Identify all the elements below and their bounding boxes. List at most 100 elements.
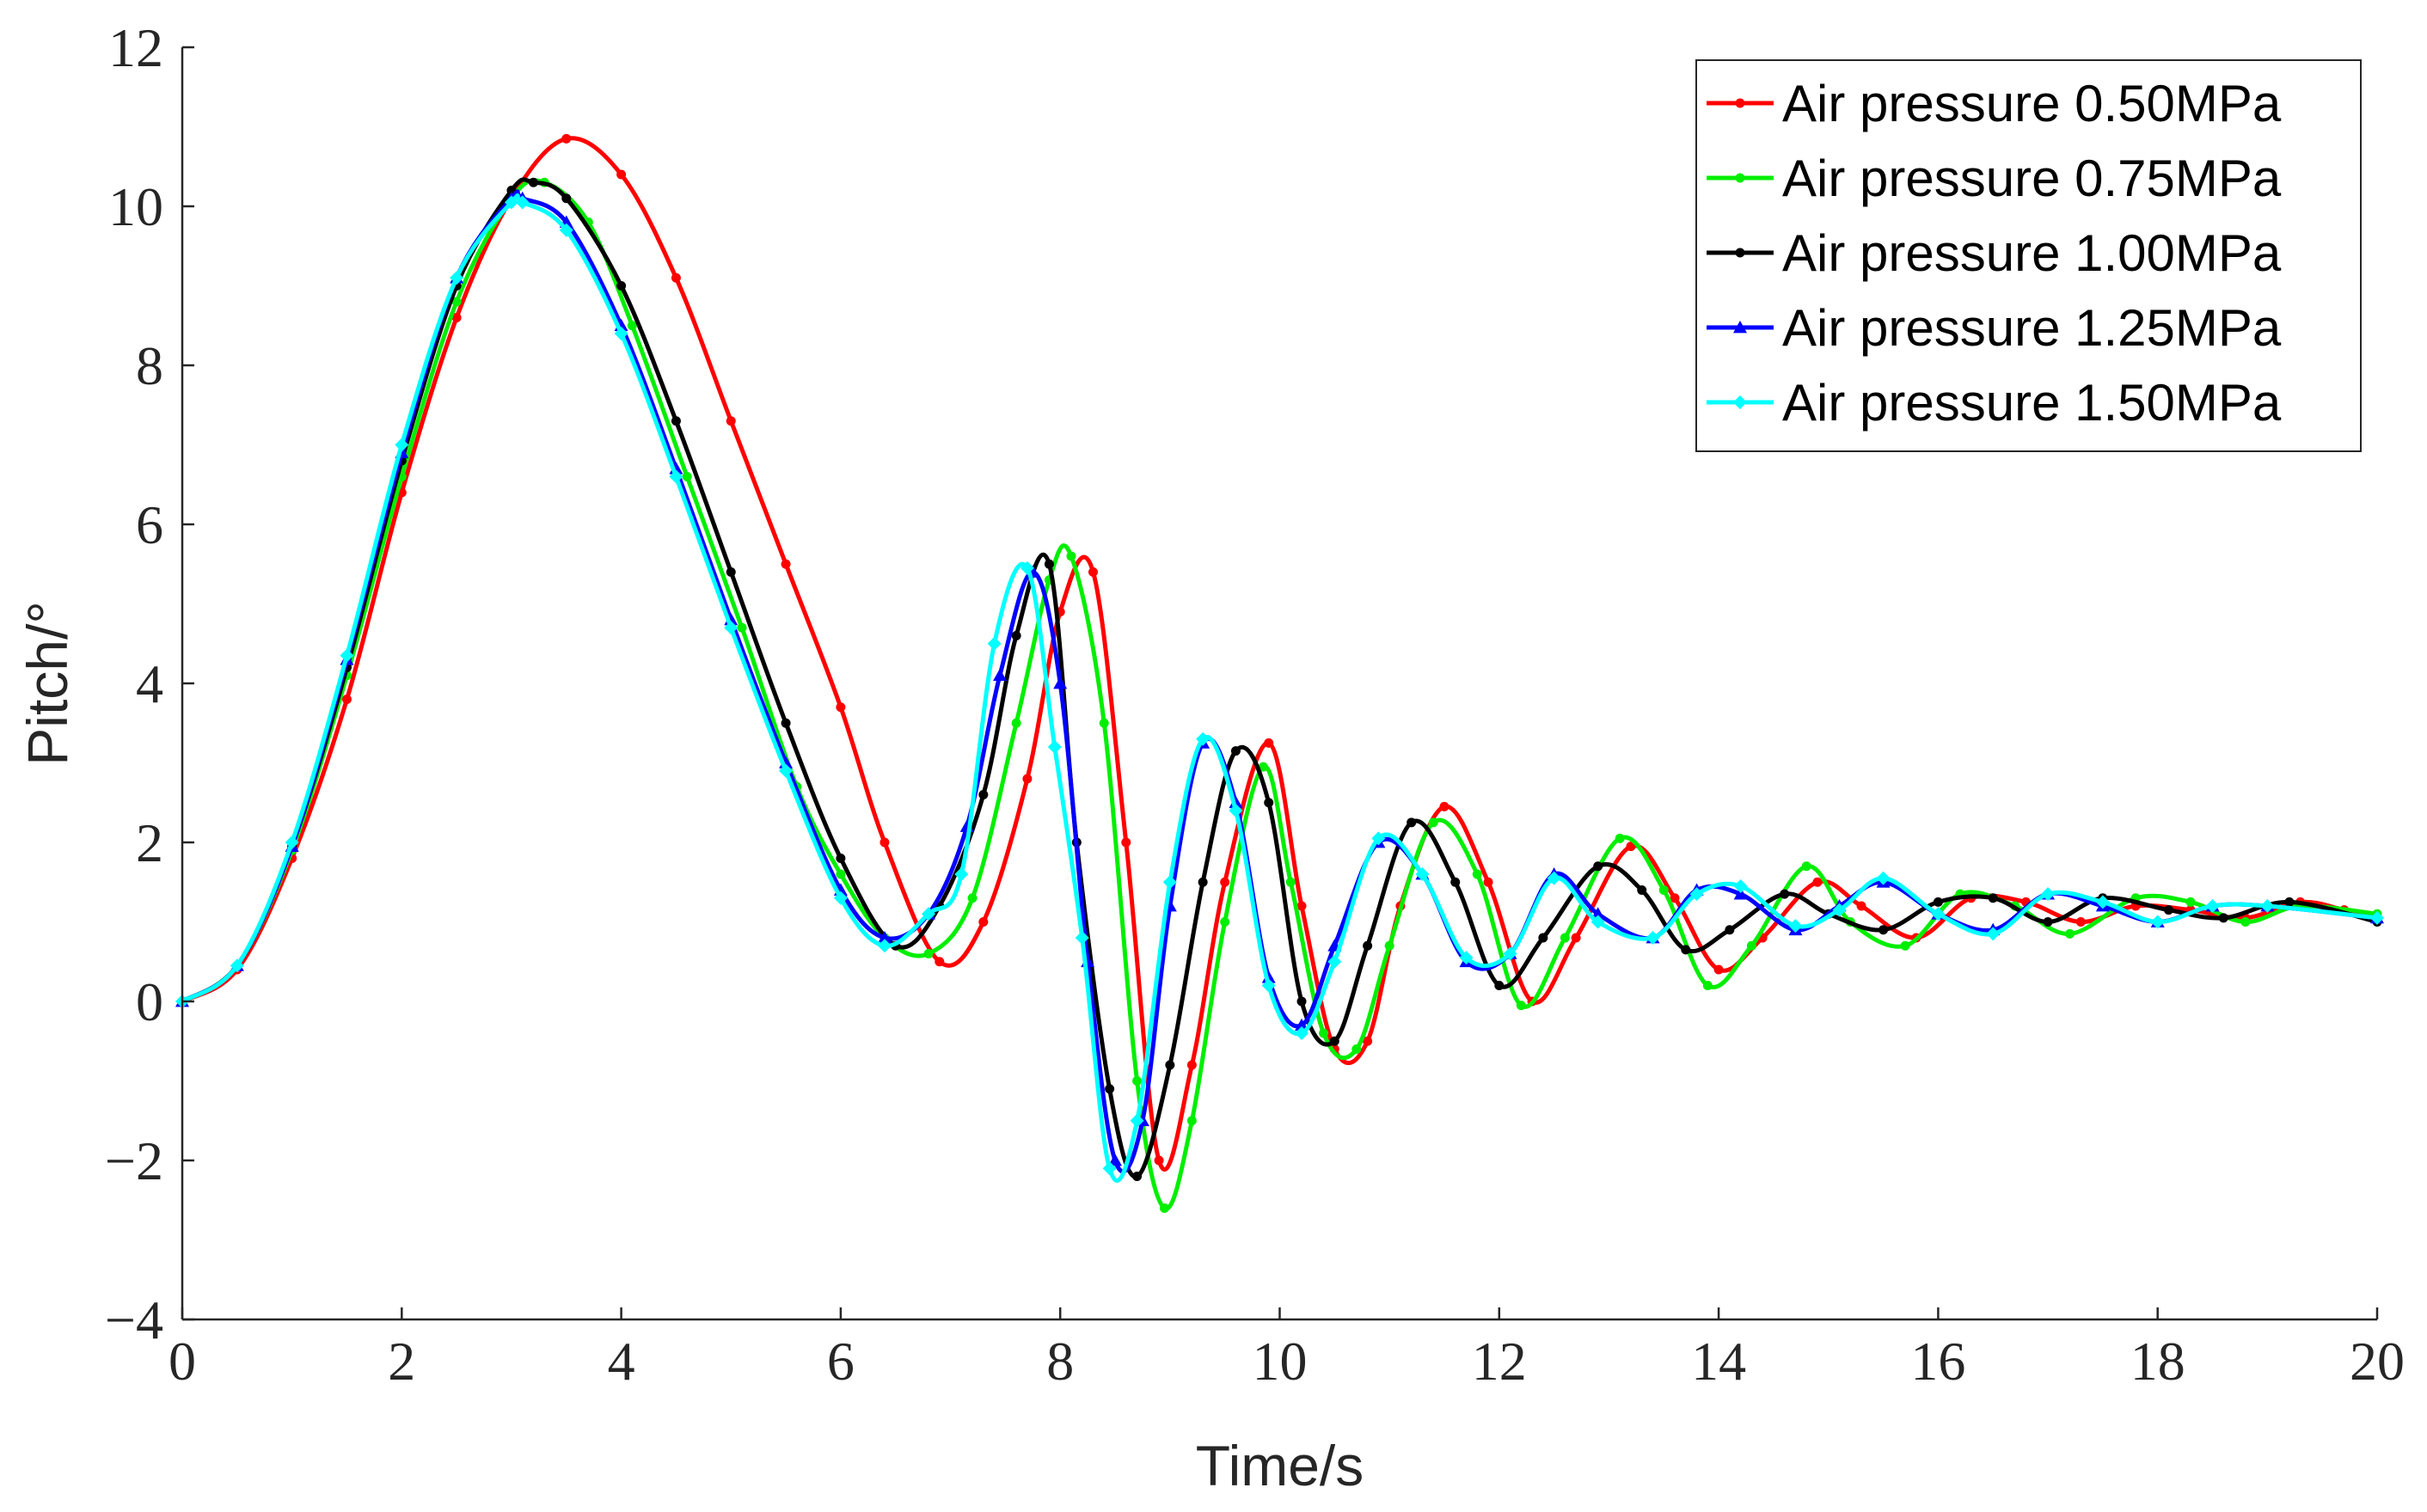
data-point bbox=[726, 416, 736, 426]
data-point bbox=[1132, 1076, 1143, 1086]
data-point bbox=[726, 567, 736, 577]
data-point bbox=[879, 837, 890, 848]
data-point bbox=[1626, 842, 1636, 852]
data-point bbox=[2185, 897, 2196, 907]
data-point bbox=[1876, 871, 1891, 885]
legend: Air pressure 0.50MPa Air pressure 0.75MPa… bbox=[1695, 59, 2362, 452]
data-point bbox=[1571, 933, 1581, 943]
data-point bbox=[1439, 801, 1449, 811]
data-point bbox=[1351, 1044, 1362, 1054]
data-point bbox=[559, 223, 573, 237]
data-point bbox=[1560, 933, 1570, 943]
data-point bbox=[671, 272, 681, 283]
data-point bbox=[1102, 1161, 1117, 1176]
legend-box bbox=[1695, 59, 2362, 452]
y-tick-label: 0 bbox=[136, 971, 163, 1032]
y-tick-label: 10 bbox=[108, 176, 163, 237]
data-point bbox=[2043, 917, 2053, 927]
x-tick-label: 16 bbox=[1910, 1331, 1965, 1392]
data-point bbox=[1088, 567, 1098, 577]
legend-label: Air pressure 1.25MPa bbox=[1782, 299, 2282, 357]
data-point bbox=[1689, 887, 1704, 902]
data-point bbox=[1121, 837, 1131, 848]
data-point bbox=[1154, 1155, 1164, 1166]
data-point bbox=[1132, 1172, 1143, 1181]
data-point bbox=[2150, 915, 2165, 929]
data-point bbox=[992, 668, 1007, 682]
data-point bbox=[1483, 877, 1493, 887]
data-point bbox=[451, 313, 462, 322]
data-point bbox=[724, 621, 739, 635]
series-line bbox=[180, 177, 2380, 1179]
data-point bbox=[1547, 871, 1561, 885]
data-point bbox=[2284, 897, 2295, 907]
data-point bbox=[1165, 1060, 1175, 1070]
data-point bbox=[2260, 899, 2275, 913]
legend-label: Air pressure 0.50MPa bbox=[1782, 75, 2282, 132]
data-point bbox=[779, 763, 794, 778]
y-axis-ticks: −4 −2 0 2 4 6 8 10 12 bbox=[105, 17, 194, 1350]
data-point bbox=[1319, 1028, 1329, 1038]
data-point bbox=[1264, 798, 1274, 808]
data-point bbox=[450, 271, 464, 285]
data-point bbox=[1066, 551, 1076, 561]
data-point bbox=[1538, 933, 1548, 943]
x-axis-title: Time/s bbox=[1196, 1434, 1364, 1497]
data-point bbox=[1407, 817, 1417, 828]
data-point bbox=[1428, 817, 1438, 828]
data-point bbox=[1296, 996, 1307, 1007]
data-point bbox=[1780, 889, 1790, 899]
data-point bbox=[1020, 560, 1034, 575]
data-point bbox=[1494, 981, 1505, 990]
data-point bbox=[2075, 917, 2086, 927]
legend-marker bbox=[1735, 173, 1745, 183]
data-point bbox=[1637, 885, 1647, 895]
legend-item: Air pressure 0.50MPa bbox=[1707, 75, 2282, 132]
data-point bbox=[877, 939, 892, 953]
data-point bbox=[1220, 877, 1230, 887]
data-point bbox=[614, 327, 628, 340]
data-point bbox=[1108, 1154, 1123, 1166]
data-point bbox=[1105, 1084, 1115, 1094]
data-point bbox=[1681, 945, 1691, 955]
y-tick-label: −2 bbox=[105, 1130, 163, 1191]
data-point bbox=[1011, 631, 1021, 640]
series-line bbox=[180, 193, 2380, 1183]
data-point bbox=[1878, 925, 1889, 935]
data-point bbox=[836, 854, 846, 863]
legend-label: Air pressure 0.75MPa bbox=[1782, 150, 2282, 207]
legend-label: Air pressure 1.50MPa bbox=[1782, 374, 2282, 432]
data-point bbox=[1988, 893, 1998, 903]
data-point bbox=[1384, 940, 1394, 951]
data-point bbox=[781, 718, 791, 728]
data-point bbox=[1371, 831, 1386, 846]
data-point bbox=[1261, 978, 1276, 993]
data-point bbox=[1130, 1113, 1144, 1128]
data-point bbox=[1229, 804, 1243, 817]
data-point bbox=[1450, 877, 1461, 887]
data-point bbox=[616, 169, 627, 180]
data-point bbox=[1053, 676, 1068, 689]
data-point bbox=[1329, 1036, 1339, 1046]
data-point bbox=[1832, 903, 1847, 917]
y-tick-label: 8 bbox=[136, 335, 163, 396]
data-point bbox=[1295, 1026, 1309, 1040]
data-point bbox=[2065, 928, 2075, 939]
y-tick-label: 12 bbox=[108, 17, 163, 78]
data-point bbox=[561, 133, 572, 144]
x-axis-ticks: 0 2 4 6 8 10 12 14 16 18 20 bbox=[169, 1307, 2405, 1392]
data-point bbox=[1327, 954, 1342, 969]
data-point bbox=[1788, 919, 1803, 934]
data-point bbox=[1363, 940, 1373, 951]
x-tick-label: 18 bbox=[2130, 1331, 2185, 1392]
data-point bbox=[515, 195, 530, 210]
data-point bbox=[954, 867, 969, 881]
data-point bbox=[1746, 940, 1756, 951]
data-point bbox=[836, 702, 846, 713]
data-point bbox=[1230, 746, 1241, 756]
data-point bbox=[935, 957, 945, 967]
data-point bbox=[1812, 877, 1823, 887]
data-point bbox=[1363, 1036, 1373, 1046]
series-5 bbox=[175, 193, 2384, 1183]
